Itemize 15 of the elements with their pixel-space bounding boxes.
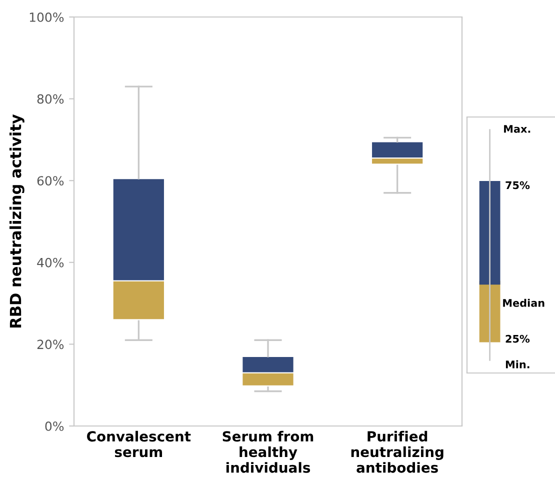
x-tick-label: Serum from healthy individuals bbox=[222, 430, 314, 473]
text: 25% bbox=[506, 334, 530, 343]
x-tick-label: Purified neutralizing antibodies bbox=[351, 430, 444, 473]
y-axis-title: RBD neutralizing activity bbox=[9, 114, 24, 328]
y-tick-label: 0% bbox=[45, 421, 64, 431]
y-tick-label: 80% bbox=[37, 94, 64, 104]
x-tick-label: Convalescent serum bbox=[87, 430, 191, 458]
y-tick-label: 20% bbox=[37, 340, 64, 350]
text: Max. bbox=[504, 125, 530, 133]
text: 75% bbox=[506, 181, 530, 190]
y-tick-label: 40% bbox=[37, 258, 64, 268]
text: Median bbox=[503, 298, 544, 307]
y-tick-label: 60% bbox=[37, 176, 64, 186]
y-tick-label: 100% bbox=[30, 12, 64, 22]
text: Min. bbox=[506, 360, 530, 368]
